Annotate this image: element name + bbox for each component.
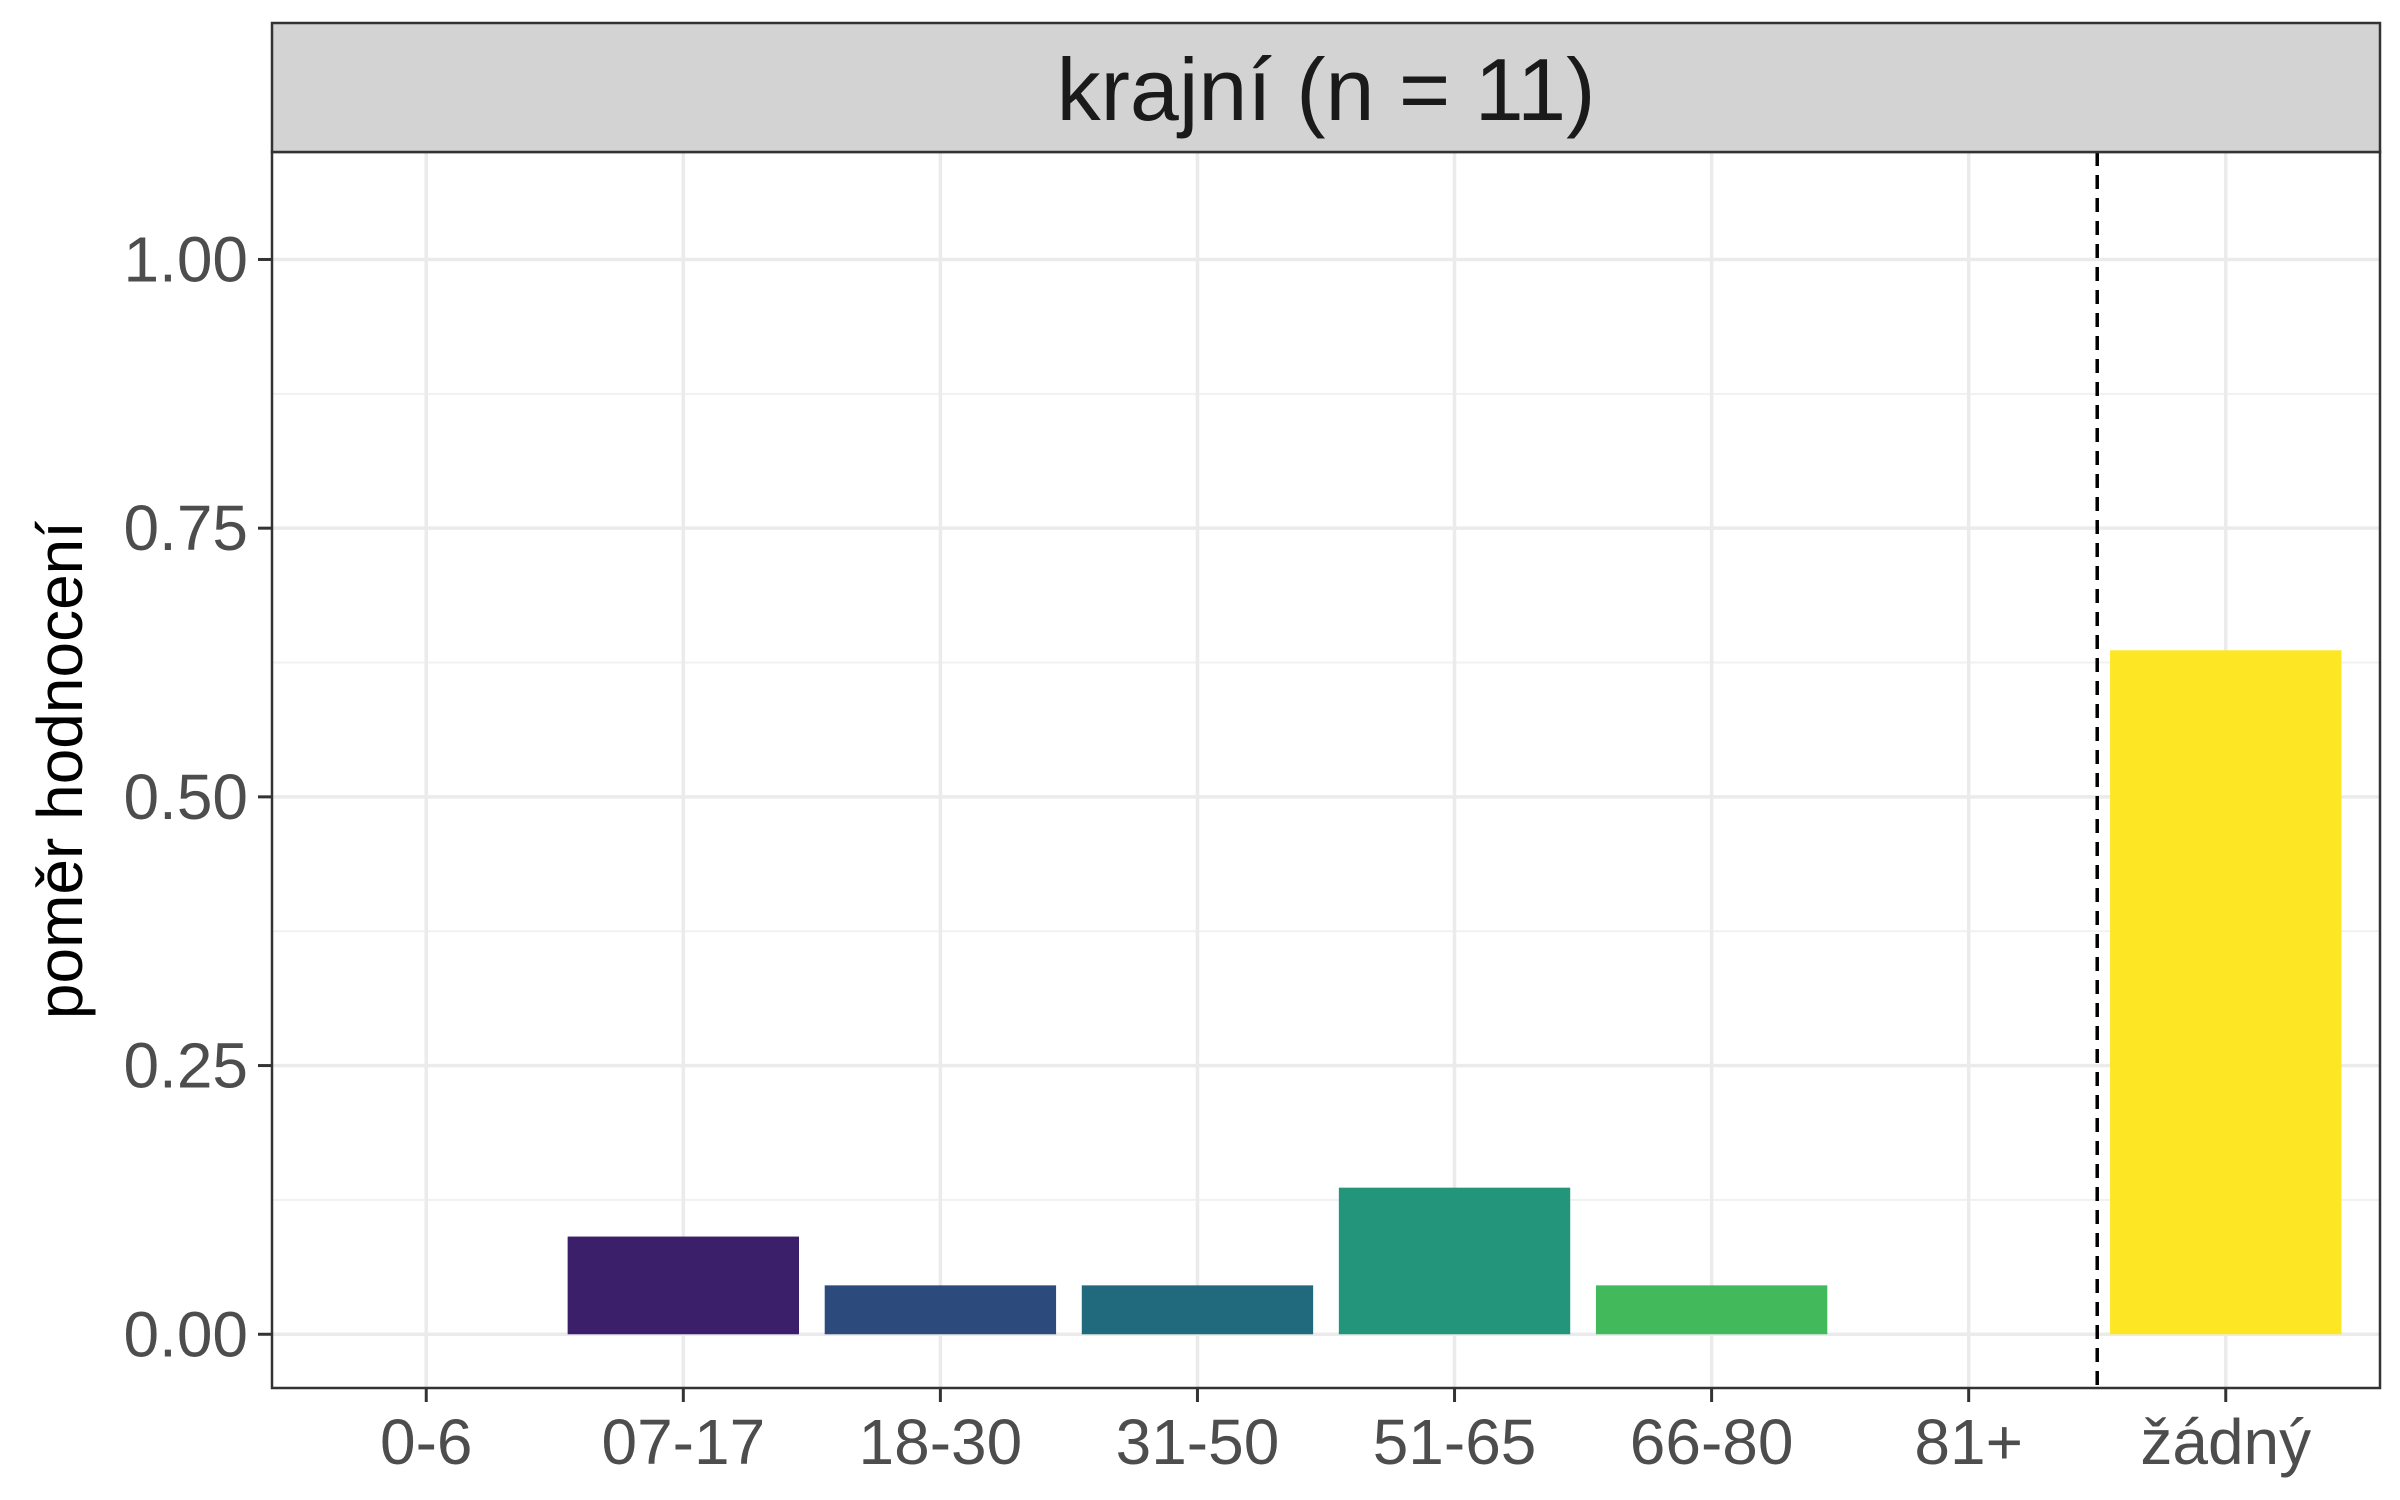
grid <box>272 152 2380 1388</box>
x-tick-label: 0-6 <box>380 1406 473 1478</box>
facet-strip: krajní (n = 11) <box>270 21 2382 154</box>
y-axis-title: poměr hodnocení <box>24 521 96 1019</box>
y-tick-label: 0.00 <box>123 1298 248 1370</box>
bar-18-30 <box>824 1285 1057 1335</box>
x-tick-label: 31-50 <box>1116 1406 1280 1478</box>
chart-title: krajní (n = 11) <box>1057 40 1596 139</box>
x-tick-label: 66-80 <box>1630 1406 1794 1478</box>
bar-31-50 <box>1081 1285 1314 1335</box>
x-tick-label: 18-30 <box>859 1406 1023 1478</box>
y-tick-label: 1.00 <box>123 223 248 295</box>
x-tick-label: 51-65 <box>1373 1406 1537 1478</box>
y-tick-label: 0.50 <box>123 761 248 833</box>
y-tick-label: 0.75 <box>123 492 248 564</box>
x-tick-label: žádný <box>2140 1406 2311 1478</box>
bar-51-65 <box>1338 1187 1571 1335</box>
x-tick-label: 07-17 <box>601 1406 765 1478</box>
facet-strip-background <box>270 21 2382 154</box>
bar-66-80 <box>1595 1285 1828 1335</box>
x-tick-label: 81+ <box>1914 1406 2023 1478</box>
bars <box>567 650 2342 1335</box>
bar-07-17 <box>567 1236 799 1335</box>
y-axis: 0.00 0.25 0.50 0.75 1.00 <box>123 223 272 1370</box>
x-axis: 0-6 07-17 18-30 31-50 51-65 66-80 81+ žádný <box>380 1388 2311 1478</box>
bar-žádný <box>2110 650 2342 1335</box>
y-tick-label: 0.25 <box>123 1030 248 1102</box>
panel-border <box>270 150 2382 1390</box>
